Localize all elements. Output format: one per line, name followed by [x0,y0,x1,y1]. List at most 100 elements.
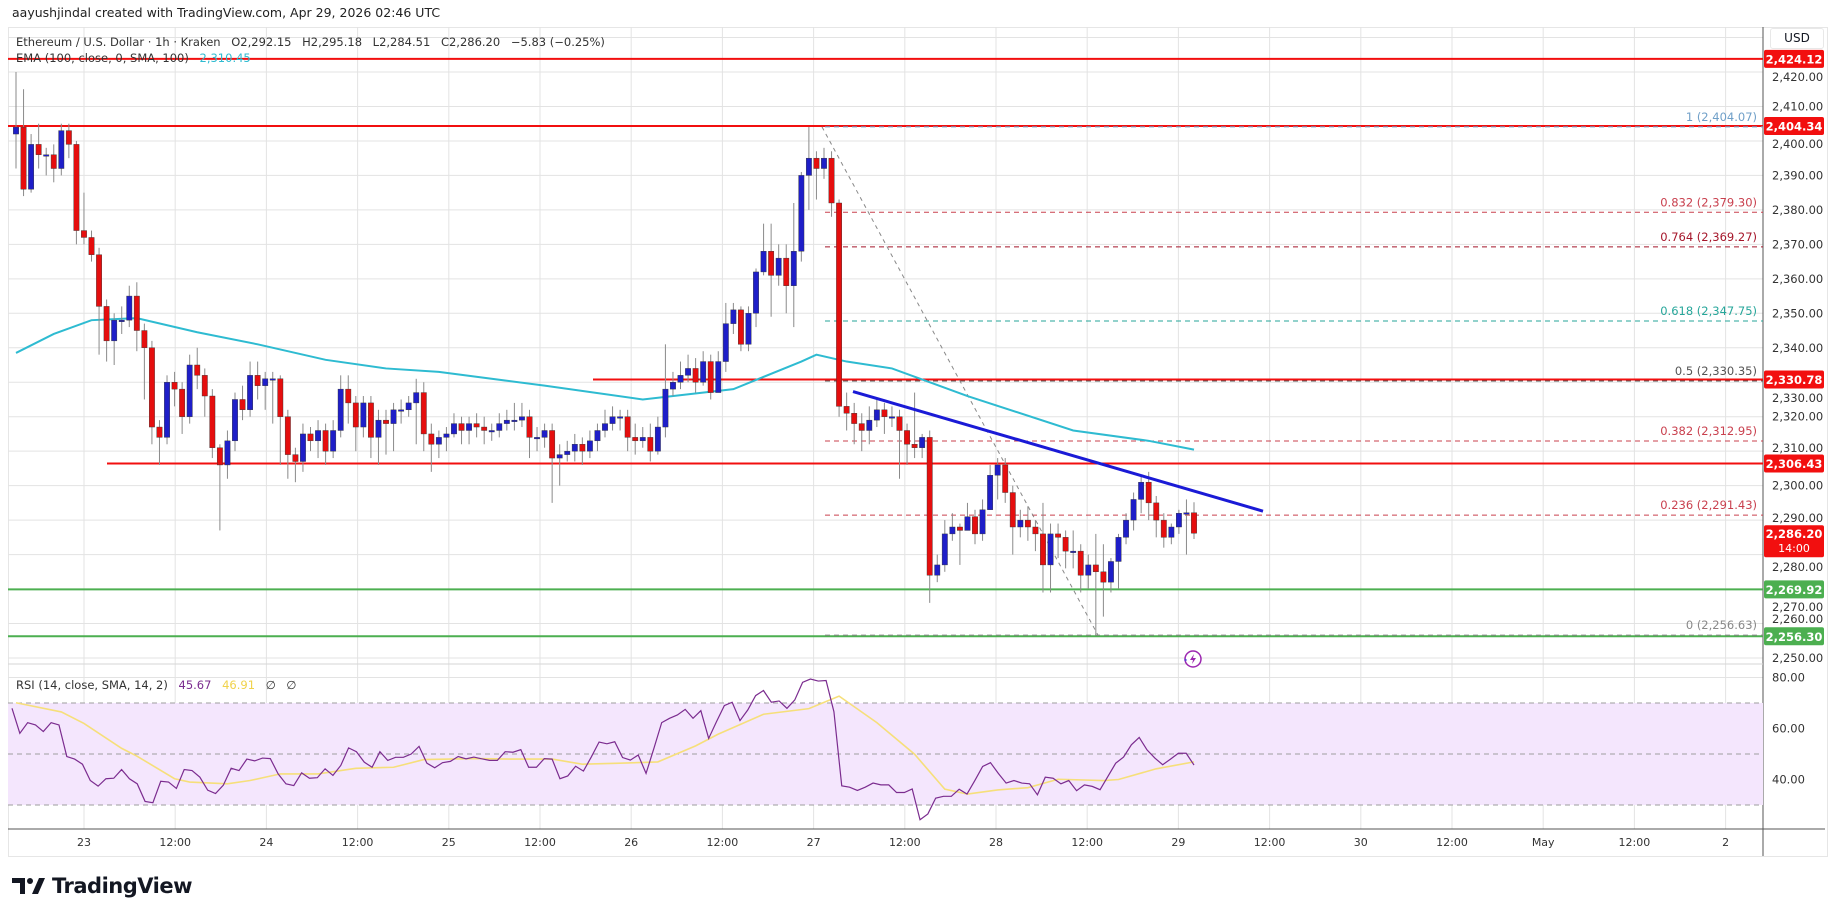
candle-body [1009,492,1016,528]
ema-legend[interactable]: EMA (100, close, 0, SMA, 100) 2,310.45 [16,51,258,65]
candle-body [292,454,299,462]
candle-body [541,430,548,438]
candle-body [934,564,941,576]
candle-body [700,361,707,383]
candle-body [949,526,956,535]
fib-level-label: 0.382 (2,312.95) [1660,424,1757,438]
fib-level-label: 0.618 (2,347.75) [1660,304,1757,318]
fib-level-label: 0 (2,256.63) [1686,618,1757,632]
price-tick-label: 2,330.00 [1772,391,1823,405]
icon-bolt [1190,654,1196,664]
candle-body [768,251,775,276]
candle-body [413,392,420,404]
time-tick-label: 12:00 [1436,836,1468,849]
candle-body [383,419,389,424]
candle-body [458,423,465,431]
candle-body [602,423,608,431]
price-tick-label: 2,350.00 [1772,306,1823,320]
candle-body [556,454,563,459]
rsi-legend[interactable]: RSI (14, close, SMA, 14, 2) 45.67 46.91 … [16,678,303,692]
candle-body [307,433,314,442]
candle-body [889,416,895,419]
candle-body [941,533,948,566]
candle-body [919,437,926,448]
price-tick-label: 2,320.00 [1772,410,1823,424]
time-tick-label: 26 [624,836,638,849]
candle-body [1024,519,1031,528]
price-label: 2,269.92 [1766,583,1823,597]
bar-countdown: 14:00 [1778,542,1810,555]
price-tick-label: 2,340.00 [1772,341,1823,355]
time-tick-label: May [1532,836,1555,849]
candle-body [171,382,178,390]
candle-body [1002,464,1009,493]
currency-button[interactable]: USD [1770,28,1824,49]
candle-body [194,364,201,376]
price-change: −5.83 (−0.25%) [510,35,605,49]
candle-body [224,440,231,466]
candle-body [232,399,238,442]
candle-body [1108,561,1114,583]
rsi-label: RSI (14, close, SMA, 14, 2) [16,678,168,692]
price-tick-label: 2,290.00 [1772,511,1823,525]
candle-body [904,430,910,445]
rsi-tick-label: 40.00 [1772,773,1805,787]
price-pane: 1 (2,404.07) 0.832 (2,379.30) 0.764 (2,369… [8,57,1763,638]
candle-body [783,257,790,286]
fib-level-label: 0.5 (2,330.35) [1675,364,1757,378]
candle-body [1055,533,1061,538]
candle-body [972,516,978,535]
lightning-bolt-icon[interactable] [1184,650,1202,668]
candle-body [828,157,835,204]
candle-body [73,144,80,231]
ohlc-open: O2,292.15 [231,35,292,49]
candle-body [13,126,19,135]
time-tick-label: 23 [77,836,91,849]
attribution-text: aayushjindal created with TradingView.co… [12,5,441,20]
candle-body [451,423,457,435]
candle-body [473,423,480,428]
candle-body [488,430,495,433]
candle-body [843,406,850,414]
candle-body [858,423,865,431]
time-tick-label: 25 [442,836,456,849]
candle-body [851,413,858,424]
candle-body [798,175,805,252]
candle-body [571,444,578,452]
candle-body [201,375,208,397]
price-tick-label: 2,400.00 [1772,137,1823,151]
candle-body [715,361,722,393]
candle-body [1017,519,1024,528]
fib-level-label: 0.764 (2,369.27) [1660,230,1757,244]
time-tick-label: 12:00 [524,836,556,849]
rsi-tick-label: 80.00 [1772,671,1805,685]
candle-body [896,416,903,431]
candle-body [821,157,827,169]
price-tick-label: 2,410.00 [1772,99,1823,113]
candle-body [609,416,616,424]
rsi-value: 45.67 [178,678,212,692]
candle-body [496,423,503,431]
candle-body [141,330,148,348]
candle-body [149,347,155,428]
candle-body [677,375,684,383]
rsi-tick-label: 60.00 [1772,722,1805,736]
candle-body [1191,512,1197,534]
ohlc-low: L2,284.51 [372,35,431,49]
price-label-box [1764,454,1824,473]
candle-body [1047,533,1054,566]
price-tick-label: 2,380.00 [1772,203,1823,217]
candle-body [126,295,133,321]
price-tick-label: 2,270.00 [1772,600,1823,614]
symbol-name[interactable]: Ethereum / U.S. Dollar · 1h · Kraken [16,35,221,49]
price-label: 2,306.43 [1766,457,1823,471]
candle-body [1092,564,1099,573]
candle-body [35,144,42,155]
candle-body [239,399,246,411]
icon-spark [1184,658,1187,662]
tradingview-logo[interactable]: TradingView [12,874,192,898]
time-tick-label: 24 [259,836,273,849]
rsi-pane [8,678,1763,821]
candle-body [269,378,276,381]
